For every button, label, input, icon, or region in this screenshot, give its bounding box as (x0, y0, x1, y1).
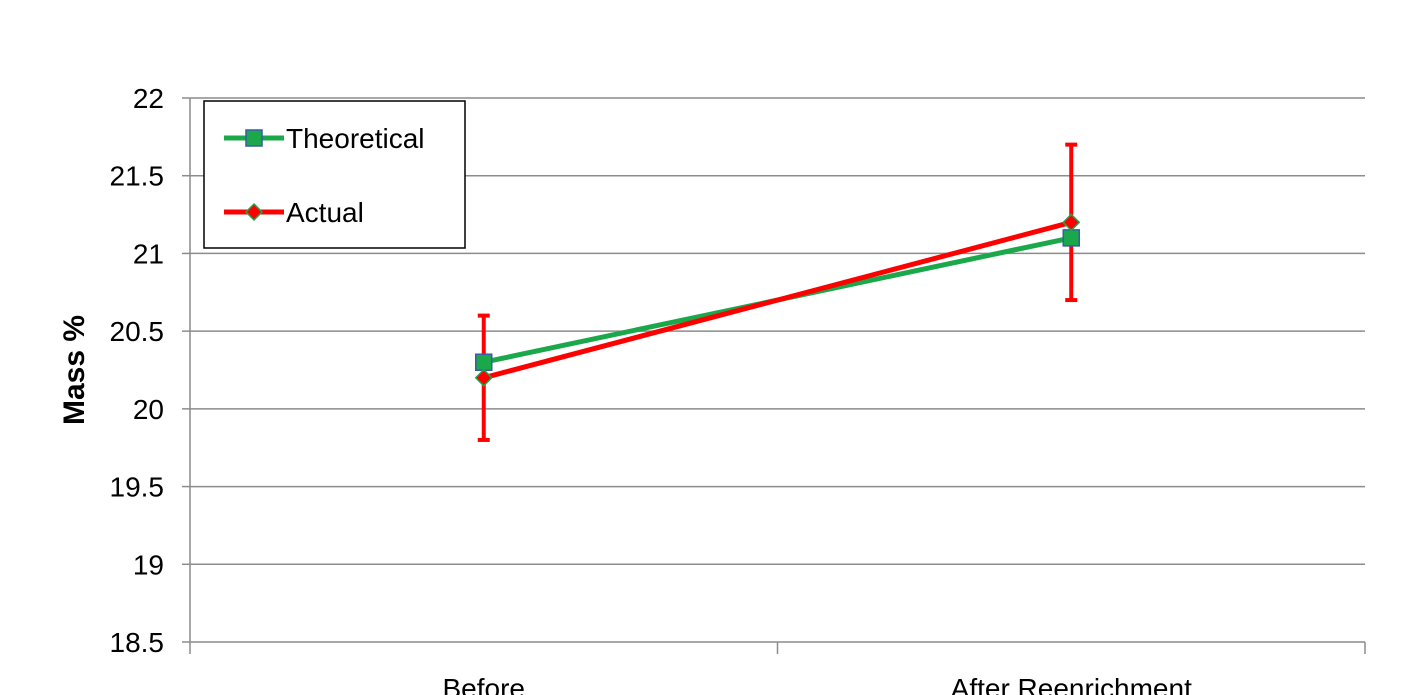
data-point-actual (474, 368, 493, 387)
y-tick-label: 19.5 (110, 472, 165, 503)
legend-swatch-marker (244, 202, 264, 222)
y-tick-label: 19 (133, 549, 164, 580)
x-tick-label: After Reenrichment (951, 673, 1192, 695)
legend-box (203, 100, 466, 249)
data-point-theoretical (1062, 229, 1080, 247)
data-point-actual (1062, 213, 1081, 232)
legend-label: Actual (286, 197, 364, 228)
y-tick-label: 21.5 (110, 161, 165, 192)
series-line-actual (483, 219, 1072, 381)
y-axis-label: Mass % (58, 315, 91, 425)
legend-label: Theoretical (286, 123, 425, 154)
y-tick-label: 20.5 (110, 316, 165, 347)
series-layer (474, 142, 1081, 442)
y-tick-label: 21 (133, 238, 164, 269)
data-point-theoretical (475, 353, 493, 371)
legend-swatch-marker (245, 129, 263, 147)
y-tick-label: 20 (133, 394, 164, 425)
y-tick-label: 18.5 (110, 627, 165, 658)
legend: Theoretical Actual (203, 100, 466, 249)
axis-layer: 18.5 19 19.5 20 20.5 21 21.5 22 Before After Reen… (110, 83, 1366, 695)
y-tick-label: 22 (133, 83, 164, 114)
x-tick-label: Before (443, 673, 526, 695)
